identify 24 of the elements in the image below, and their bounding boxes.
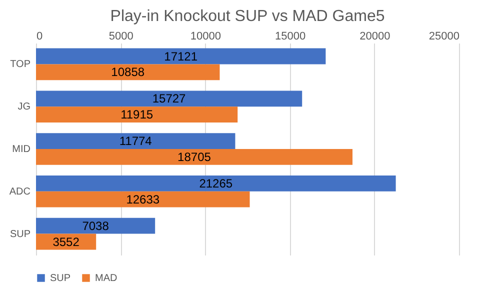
legend-label: SUP [50,273,71,284]
y-tick-label: JG [18,102,31,113]
x-tick-label: 0 [36,30,43,42]
data-label: 11774 [119,134,152,148]
data-label: 15727 [152,92,186,106]
y-tick-label: TOP [10,59,31,70]
data-label: 12633 [126,192,160,206]
legend-label: MAD [95,273,118,284]
data-label: 10858 [111,65,145,80]
x-tick-label: 25000 [428,30,460,42]
data-label: 18705 [178,150,212,164]
y-tick-label: SUP [10,228,31,240]
y-tick-label: MID [12,144,30,155]
x-tick-label: 20000 [360,30,390,42]
data-label: 21265 [199,176,233,190]
y-tick-label: ADC [9,186,30,198]
chart-title: Play-in Knockout SUP vs MAD Game5 [110,8,385,25]
x-tick-label: 5000 [108,30,134,42]
x-tick-label: 10000 [190,30,221,42]
data-label: 11915 [120,108,154,122]
x-tick-label: 15000 [275,30,306,42]
data-label: 7038 [82,218,110,233]
data-label: 17121 [164,49,198,64]
data-label: 3552 [52,234,80,249]
